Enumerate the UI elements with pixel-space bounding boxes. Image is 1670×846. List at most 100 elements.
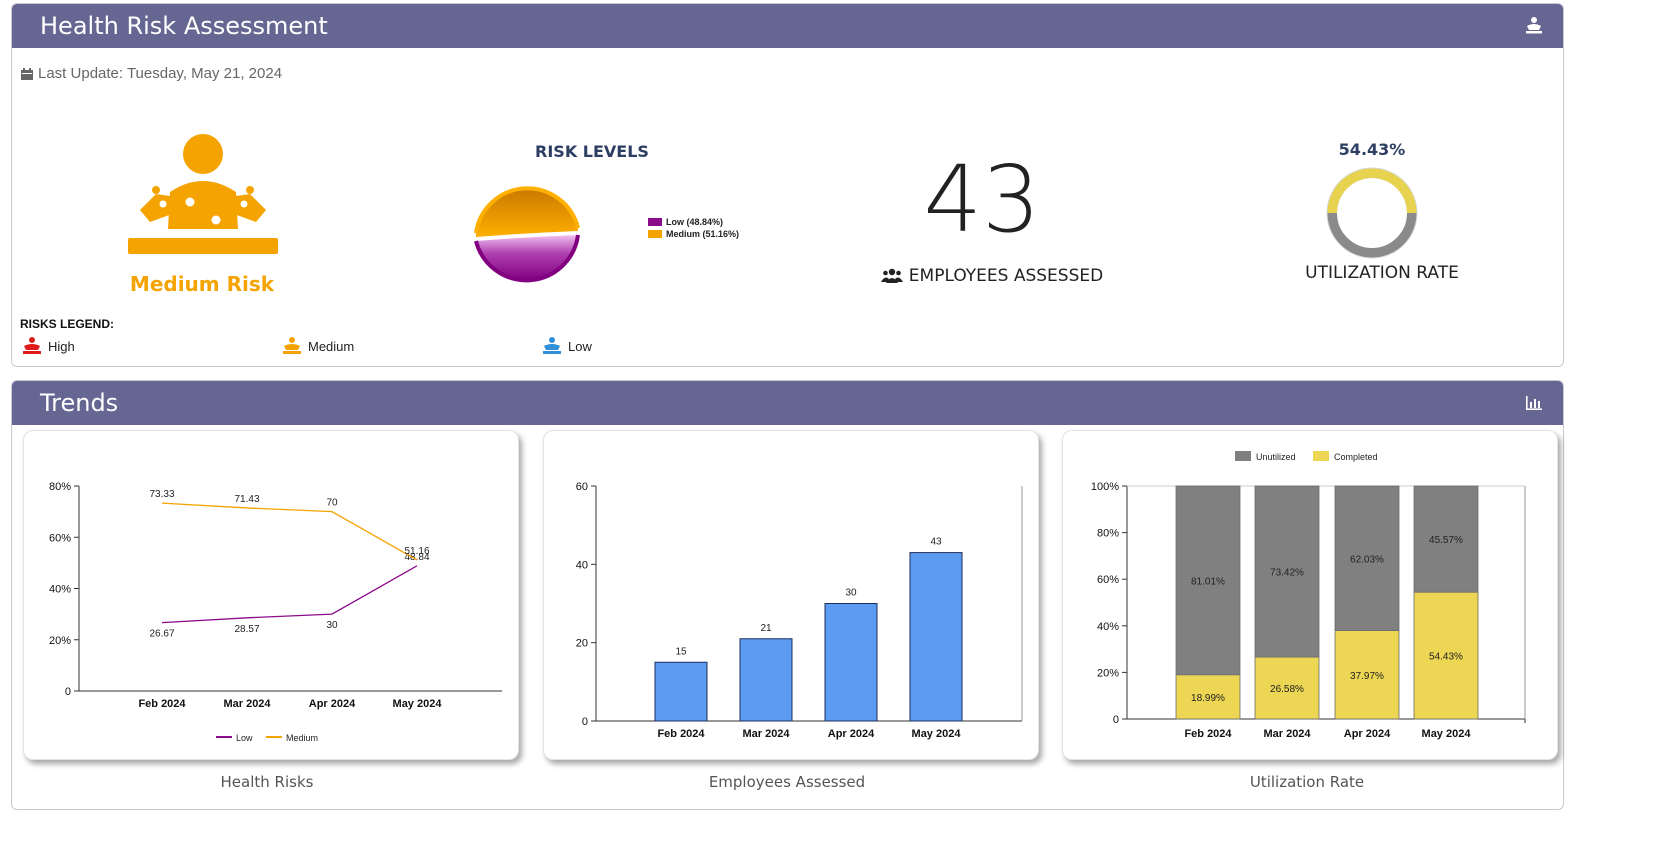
- data-label: 28.57: [234, 624, 259, 635]
- series-line-low: [161, 565, 418, 624]
- legend-high: High: [22, 337, 75, 355]
- x-tick-label: Mar 2024: [1263, 728, 1311, 740]
- x-tick-label: Apr 2024: [828, 728, 875, 740]
- employees-count: 43: [923, 146, 1041, 253]
- bar-chart-icon[interactable]: [1523, 392, 1545, 414]
- data-label: 26.58%: [1270, 684, 1304, 695]
- y-tick-label: 40%: [49, 584, 71, 596]
- data-label: 26.67: [149, 629, 174, 640]
- y-tick-label: 60: [576, 481, 588, 493]
- hra-title: Health Risk Assessment: [40, 12, 328, 40]
- caption-utilization-rate: Utilization Rate: [1249, 773, 1365, 791]
- risk-levels-title: RISK LEVELS: [535, 142, 649, 161]
- x-tick-label: May 2024: [1422, 728, 1472, 740]
- x-tick-label: Mar 2024: [223, 698, 271, 710]
- x-tick-label: Apr 2024: [1344, 728, 1391, 740]
- y-tick-label: 80%: [49, 481, 71, 493]
- series-line-medium: [161, 502, 418, 561]
- bar-completed: [1413, 591, 1479, 720]
- legend-medium: Medium: [282, 337, 354, 355]
- employees-assessed-card: 0 20 40 60 15 Feb 2024 21 Mar 2024 30 Apr 2024 43 M…: [543, 430, 1039, 760]
- data-label: 30: [326, 620, 338, 631]
- data-label: 62.03%: [1350, 554, 1384, 565]
- data-label: 18.99%: [1191, 693, 1225, 704]
- data-label: 45.57%: [1429, 535, 1463, 546]
- person-risk-icon[interactable]: [1523, 15, 1545, 37]
- utilization-rate-label: UTILIZATION RATE: [1305, 263, 1459, 283]
- legend-swatch: [1235, 451, 1251, 461]
- bar: [824, 603, 878, 722]
- y-tick-label: 60%: [49, 532, 71, 544]
- y-tick-label: 20: [576, 638, 588, 650]
- y-tick-label: 0: [582, 716, 588, 728]
- bar-unutilized: [1254, 485, 1320, 658]
- health-risks-chart: 0 20% 40% 60% 80% Feb 2024 Mar 2024 Apr 2024 May…: [49, 481, 502, 743]
- utilization-percentage: 54.43%: [1338, 140, 1406, 159]
- high-risk-icon: [23, 337, 41, 354]
- y-tick-label: 60%: [1097, 574, 1119, 586]
- bar: [654, 661, 708, 722]
- health-risk-assessment-panel: Health Risk Assessment Last Update: Tues…: [11, 3, 1564, 367]
- data-label: 37.97%: [1350, 671, 1384, 682]
- trends-title: Trends: [40, 389, 119, 417]
- data-label: 43: [930, 537, 942, 548]
- pie-slice-medium: [476, 188, 578, 237]
- medium-risk-person-icon: [128, 134, 278, 261]
- x-tick-label: Feb 2024: [138, 698, 186, 710]
- utilization-donut: [1326, 167, 1418, 259]
- health-risks-card: 0 20% 40% 60% 80% Feb 2024 Mar 2024 Apr 2024 May…: [23, 430, 519, 760]
- pie-slice-low: [476, 235, 578, 281]
- legend-label: Unutilized: [1256, 452, 1296, 462]
- utilization-rate-chart: 0 20% 40% 60% 80% 100% 18.99% 81.01% Feb 2024 26.…: [1091, 451, 1526, 740]
- hra-header: Health Risk Assessment: [12, 4, 1563, 48]
- data-label: 15: [675, 646, 687, 657]
- caption-health-risks: Health Risks: [220, 773, 314, 791]
- y-tick-label: 80%: [1097, 528, 1119, 540]
- trends-header: Trends: [12, 381, 1563, 425]
- y-tick-label: 20%: [49, 635, 71, 647]
- legend-low: Low: [542, 337, 592, 355]
- users-icon: [880, 268, 903, 283]
- bar-completed: [1175, 674, 1241, 720]
- y-tick-label: 40%: [1097, 621, 1119, 633]
- legend-label: Completed: [1334, 452, 1378, 462]
- data-label: 81.01%: [1191, 576, 1225, 587]
- y-tick-label: 0: [65, 686, 71, 698]
- bar: [909, 552, 963, 722]
- data-label: 54.43%: [1429, 652, 1463, 663]
- risk-levels-pie: [474, 186, 580, 283]
- x-tick-label: Apr 2024: [309, 698, 356, 710]
- bar-completed: [1254, 656, 1320, 720]
- medium-risk-icon: [283, 337, 301, 354]
- employees-assessed-chart: 0 20 40 60 15 Feb 2024 21 Mar 2024 30 Apr 2024 43 M…: [576, 481, 1023, 740]
- x-tick-label: May 2024: [393, 698, 443, 710]
- data-label: 73.42%: [1270, 568, 1304, 579]
- pie-legend-medium: Medium (51.16%): [648, 228, 739, 240]
- x-tick-label: Feb 2024: [657, 728, 705, 740]
- x-tick-label: Mar 2024: [742, 728, 790, 740]
- data-label: 70: [326, 498, 338, 509]
- low-risk-icon: [543, 337, 561, 354]
- legend-label: Medium: [286, 733, 318, 743]
- y-tick-label: 0: [1113, 714, 1119, 726]
- bar-unutilized: [1413, 485, 1479, 593]
- data-label: 21: [760, 623, 772, 634]
- data-label: 30: [845, 588, 857, 599]
- y-tick-label: 40: [576, 559, 588, 571]
- calendar-icon: [21, 67, 33, 80]
- x-tick-label: Feb 2024: [1184, 728, 1232, 740]
- bar-completed: [1334, 630, 1400, 720]
- bar-unutilized: [1334, 485, 1400, 631]
- risk-levels-legend: Low (48.84%) Medium (51.16%): [648, 216, 739, 240]
- utilization-rate-card: 0 20% 40% 60% 80% 100% 18.99% 81.01% Feb 2024 26.…: [1062, 430, 1558, 760]
- risk-level-label: Medium Risk: [129, 272, 275, 296]
- y-tick-label: 20%: [1097, 667, 1119, 679]
- x-tick-label: May 2024: [912, 728, 962, 740]
- pie-legend-low: Low (48.84%): [648, 216, 739, 228]
- data-label: 48.84: [404, 552, 429, 563]
- employees-assessed-label: EMPLOYEES ASSESSED: [862, 266, 1122, 286]
- bar-unutilized: [1175, 485, 1241, 676]
- last-update: Last Update: Tuesday, May 21, 2024: [20, 65, 282, 82]
- legend-swatch: [1313, 451, 1329, 461]
- legend-label: Low: [236, 733, 253, 743]
